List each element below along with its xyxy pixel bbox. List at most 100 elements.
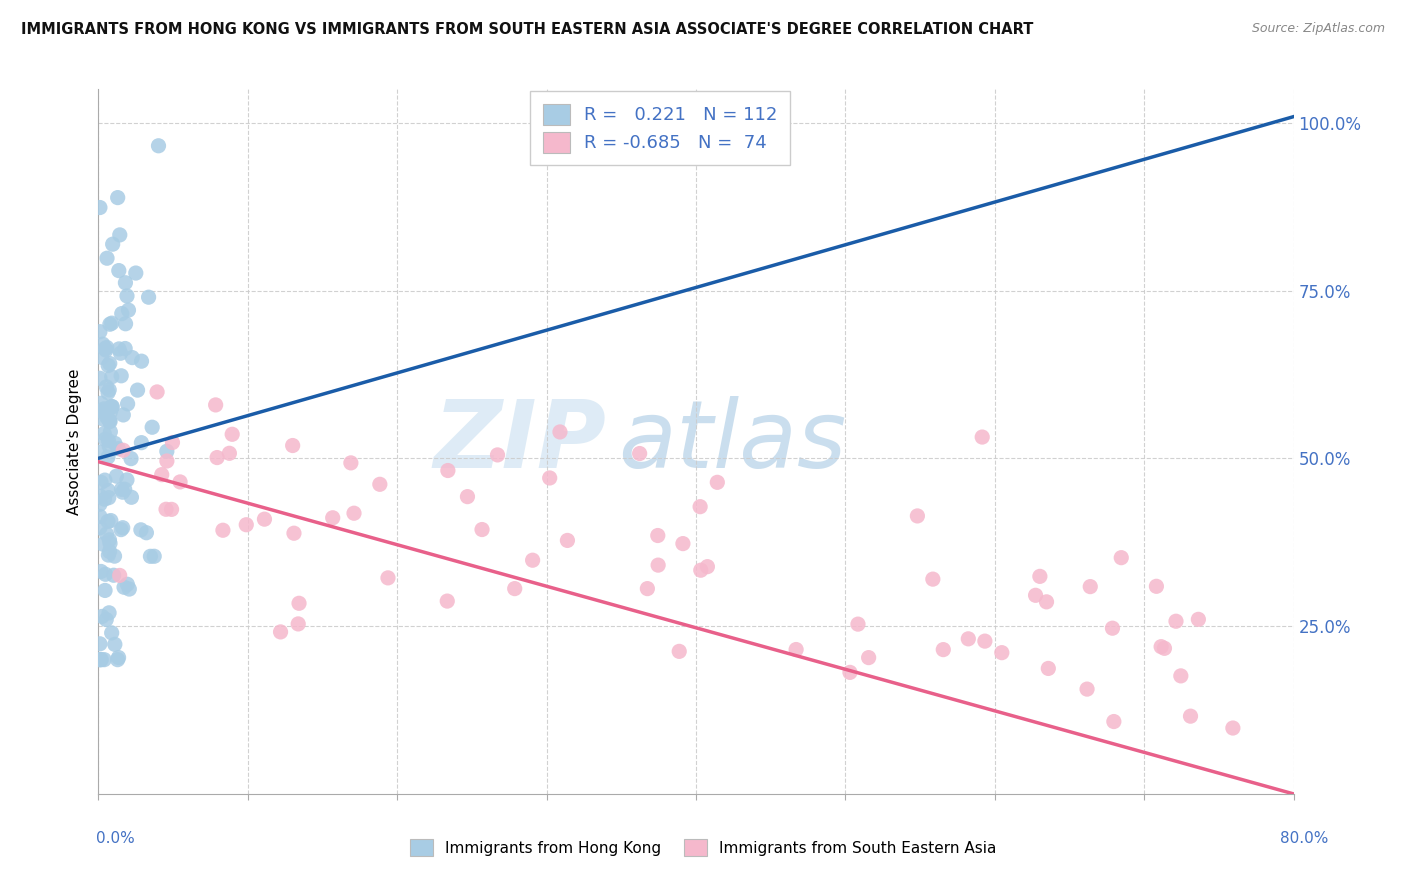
Point xyxy=(212,523,235,537)
Point xyxy=(1038,661,1060,675)
Point xyxy=(117,397,139,411)
Point xyxy=(104,637,127,651)
Point xyxy=(107,653,129,667)
Point xyxy=(108,342,131,356)
Point xyxy=(839,665,862,680)
Point xyxy=(90,351,112,365)
Y-axis label: Associate's Degree: Associate's Degree xyxy=(67,368,83,515)
Point xyxy=(1187,612,1209,626)
Point xyxy=(156,444,179,458)
Point xyxy=(97,385,120,400)
Point xyxy=(322,510,344,524)
Point xyxy=(114,317,136,331)
Point xyxy=(689,500,711,514)
Legend: R =   0.221   N = 112, R = -0.685   N =  74: R = 0.221 N = 112, R = -0.685 N = 74 xyxy=(530,91,790,165)
Text: ZIP: ZIP xyxy=(433,395,606,488)
Point xyxy=(111,485,134,500)
Point xyxy=(689,563,711,577)
Point xyxy=(110,483,132,497)
Point xyxy=(235,517,257,532)
Legend: Immigrants from Hong Kong, Immigrants from South Eastern Asia: Immigrants from Hong Kong, Immigrants fr… xyxy=(404,833,1002,862)
Point xyxy=(647,528,669,542)
Point xyxy=(91,404,114,418)
Point xyxy=(972,430,994,444)
Point xyxy=(785,642,807,657)
Point xyxy=(98,606,121,620)
Point xyxy=(97,359,120,373)
Point xyxy=(125,266,148,280)
Point xyxy=(129,523,152,537)
Point xyxy=(97,450,120,464)
Point xyxy=(846,617,869,632)
Point xyxy=(98,317,121,331)
Point xyxy=(115,289,138,303)
Point xyxy=(98,357,121,371)
Point xyxy=(456,490,478,504)
Text: 80.0%: 80.0% xyxy=(1281,831,1329,846)
Text: 0.0%: 0.0% xyxy=(96,831,135,846)
Point xyxy=(94,473,117,487)
Point xyxy=(100,404,122,418)
Point xyxy=(160,502,183,516)
Point xyxy=(98,544,121,558)
Point xyxy=(858,650,880,665)
Point xyxy=(121,351,143,365)
Point xyxy=(368,477,391,491)
Point xyxy=(112,580,135,594)
Point xyxy=(111,521,134,535)
Point xyxy=(1035,595,1057,609)
Point xyxy=(114,482,136,496)
Point xyxy=(98,413,121,427)
Point xyxy=(93,492,115,507)
Point xyxy=(162,435,184,450)
Point xyxy=(135,525,157,540)
Point xyxy=(706,475,728,490)
Point xyxy=(647,558,669,573)
Point xyxy=(437,463,460,477)
Point xyxy=(156,454,179,468)
Point xyxy=(436,594,458,608)
Point xyxy=(97,491,120,505)
Point xyxy=(110,346,132,360)
Point xyxy=(1102,714,1125,729)
Point xyxy=(89,653,111,667)
Point xyxy=(94,567,117,582)
Point xyxy=(991,646,1014,660)
Point xyxy=(150,467,173,482)
Point xyxy=(1150,640,1173,654)
Point xyxy=(343,506,366,520)
Point xyxy=(503,582,526,596)
Point xyxy=(89,509,111,524)
Point xyxy=(104,436,127,450)
Point xyxy=(471,523,494,537)
Point xyxy=(538,471,561,485)
Point xyxy=(107,442,129,456)
Point xyxy=(103,568,125,582)
Point xyxy=(100,626,122,640)
Point xyxy=(557,533,579,548)
Point xyxy=(107,191,129,205)
Point xyxy=(1222,721,1244,735)
Text: Source: ZipAtlas.com: Source: ZipAtlas.com xyxy=(1251,22,1385,36)
Point xyxy=(253,512,276,526)
Point xyxy=(100,316,122,330)
Point xyxy=(98,536,121,550)
Point xyxy=(93,653,115,667)
Point xyxy=(98,533,121,547)
Point xyxy=(921,572,943,586)
Point xyxy=(96,527,118,541)
Point xyxy=(101,237,124,252)
Point xyxy=(98,413,121,427)
Point xyxy=(636,582,658,596)
Point xyxy=(108,227,131,242)
Point xyxy=(108,568,131,582)
Point xyxy=(89,637,111,651)
Point xyxy=(672,536,695,550)
Point xyxy=(101,400,124,414)
Point xyxy=(205,450,228,465)
Point xyxy=(91,609,114,624)
Point xyxy=(89,489,111,503)
Point xyxy=(1180,709,1202,723)
Point xyxy=(696,559,718,574)
Point xyxy=(112,443,135,458)
